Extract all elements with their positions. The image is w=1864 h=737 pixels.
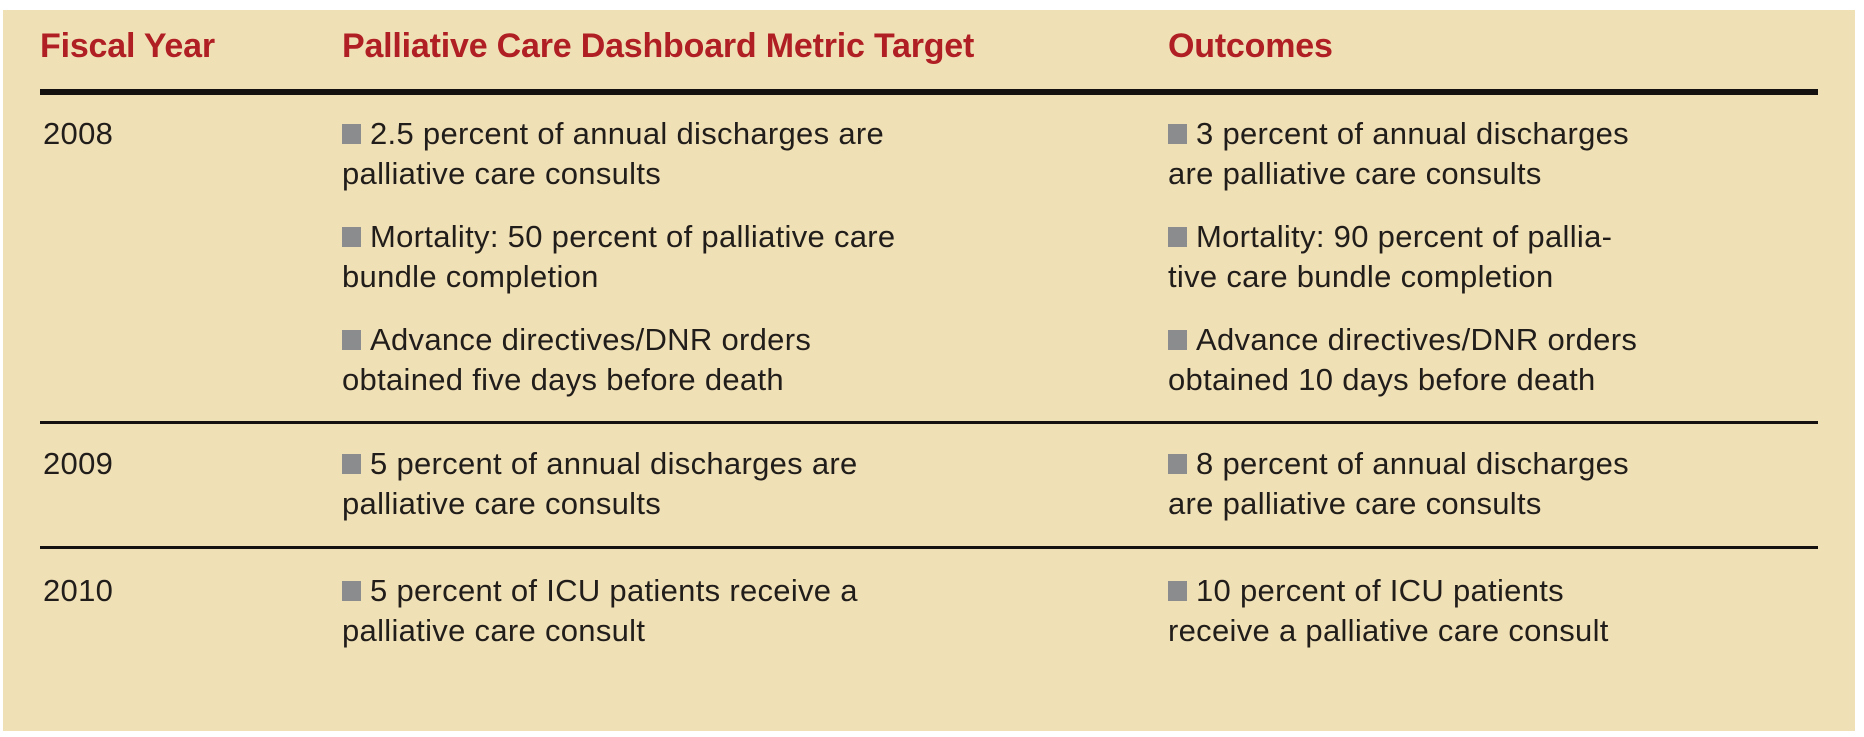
bullet-square-icon (1168, 227, 1187, 247)
outcomes-cell: 8 percent of annual discharges are palli… (1168, 444, 1818, 524)
list-item-text: 3 percent of annual discharges are palli… (1168, 116, 1629, 191)
table: Fiscal Year Palliative Care Dashboard Me… (40, 10, 1818, 702)
column-header-fiscal-year: Fiscal Year (40, 27, 215, 65)
bullet-square-icon (342, 227, 361, 247)
list-item: 10 percent of ICU patients receive a pal… (1168, 571, 1818, 651)
list-item: 3 percent of annual discharges are palli… (1168, 114, 1818, 194)
bullet-square-icon (342, 124, 361, 144)
year-cell: 2009 (43, 446, 114, 481)
bullet-square-icon (1168, 454, 1187, 474)
list-item-text: 10 percent of ICU patients receive a pal… (1168, 573, 1609, 648)
target-cell: 2.5 percent of annual discharges are pal… (342, 114, 1168, 400)
list-item: Mortality: 90 percent of pallia- tive ca… (1168, 217, 1818, 297)
year-cell: 2010 (43, 573, 114, 608)
table-row-2009: 2009 5 percent of annual discharges are … (40, 424, 1818, 549)
outcomes-cell: 3 percent of annual discharges are palli… (1168, 114, 1818, 400)
list-item-text: Mortality: 50 percent of palliative care… (342, 219, 896, 294)
bullet-square-icon (342, 330, 361, 350)
list-item-text: 5 percent of ICU patients receive a pall… (342, 573, 858, 648)
bullet-square-icon (342, 581, 361, 601)
list-item: 5 percent of annual discharges are palli… (342, 444, 1168, 524)
list-item-text: Advance directives/DNR orders obtained 1… (1168, 322, 1638, 397)
year-cell: 2008 (43, 116, 114, 151)
palliative-care-metrics-table: Fiscal Year Palliative Care Dashboard Me… (3, 10, 1855, 731)
bullet-square-icon (342, 454, 361, 474)
target-cell: 5 percent of ICU patients receive a pall… (342, 571, 1168, 651)
bullet-square-icon (1168, 581, 1187, 601)
list-item-text: 2.5 percent of annual discharges are pal… (342, 116, 885, 191)
target-cell: 5 percent of annual discharges are palli… (342, 444, 1168, 524)
list-item: 2.5 percent of annual discharges are pal… (342, 114, 1168, 194)
bullet-square-icon (1168, 330, 1187, 350)
outcomes-cell: 10 percent of ICU patients receive a pal… (1168, 571, 1818, 651)
table-header-row: Fiscal Year Palliative Care Dashboard Me… (40, 10, 1818, 95)
list-item-text: Advance directives/DNR orders obtained f… (342, 322, 812, 397)
bullet-square-icon (1168, 124, 1187, 144)
list-item-text: 5 percent of annual discharges are palli… (342, 446, 858, 521)
list-item: 8 percent of annual discharges are palli… (1168, 444, 1818, 524)
list-item: 5 percent of ICU patients receive a pall… (342, 571, 1168, 651)
list-item: Advance directives/DNR orders obtained f… (342, 320, 1168, 400)
column-header-outcomes: Outcomes (1168, 27, 1333, 65)
table-row-2010: 2010 5 percent of ICU patients receive a… (40, 549, 1818, 702)
list-item: Advance directives/DNR orders obtained 1… (1168, 320, 1818, 400)
table-row-2008: 2008 2.5 percent of annual discharges ar… (40, 95, 1818, 424)
list-item-text: 8 percent of annual discharges are palli… (1168, 446, 1629, 521)
column-header-metric-target: Palliative Care Dashboard Metric Target (342, 27, 975, 65)
list-item-text: Mortality: 90 percent of pallia- tive ca… (1168, 219, 1613, 294)
list-item: Mortality: 50 percent of palliative care… (342, 217, 1168, 297)
